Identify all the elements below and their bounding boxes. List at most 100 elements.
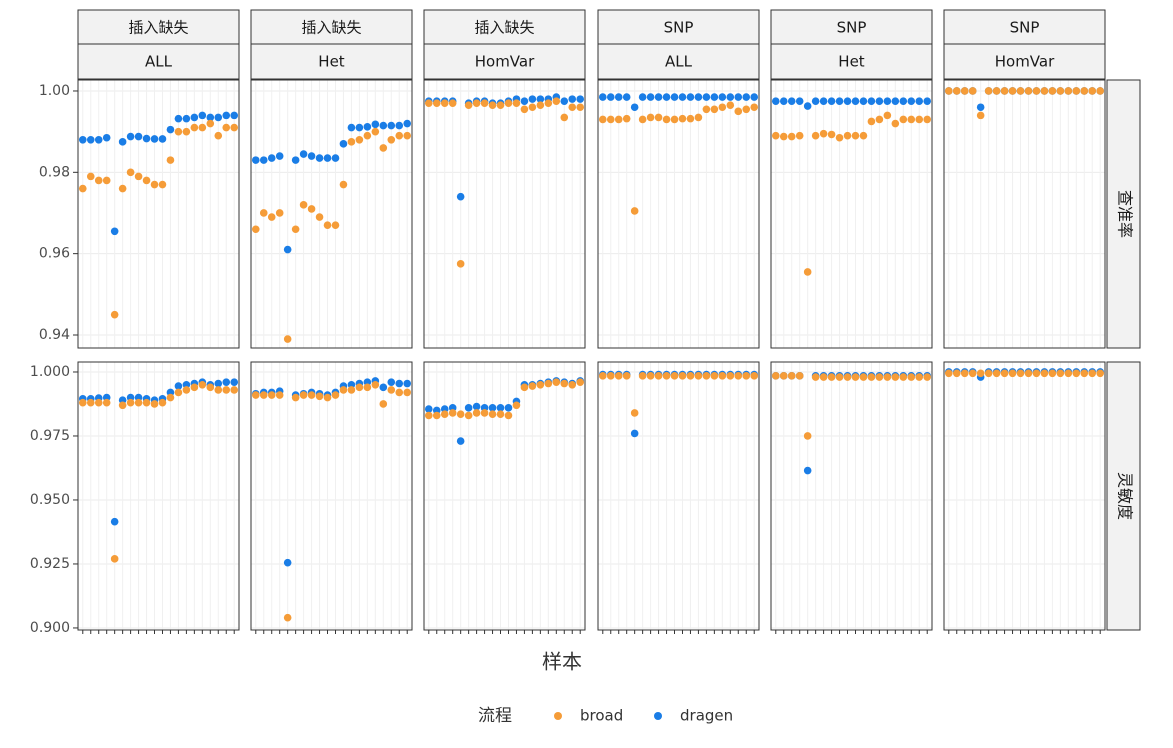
- point: [1008, 369, 1017, 378]
- point: [779, 132, 788, 141]
- point: [331, 154, 340, 162]
- strip: [770, 43, 933, 80]
- point: [803, 466, 812, 475]
- point: [456, 437, 465, 445]
- y-tick-label: 1.00: [39, 83, 70, 99]
- point: [424, 99, 433, 107]
- point: [694, 113, 703, 122]
- point: [488, 101, 497, 110]
- point: [118, 184, 127, 193]
- point: [859, 131, 868, 140]
- point: [488, 404, 497, 412]
- point: [448, 99, 457, 107]
- point: [883, 97, 892, 105]
- point: [126, 398, 135, 407]
- strip-label: 查准率: [1116, 190, 1135, 238]
- strip: [250, 9, 413, 45]
- point: [646, 372, 655, 380]
- strip: [597, 43, 760, 80]
- point: [86, 398, 95, 407]
- point: [771, 97, 780, 105]
- point: [646, 93, 655, 101]
- point: [403, 131, 412, 140]
- point: [944, 87, 953, 95]
- point: [214, 379, 223, 388]
- point: [395, 121, 404, 130]
- point: [1088, 369, 1097, 378]
- point: [363, 131, 372, 140]
- point: [670, 93, 679, 101]
- point: [907, 115, 916, 124]
- point: [984, 369, 993, 378]
- point: [275, 152, 284, 160]
- point: [371, 380, 380, 389]
- point: [606, 372, 615, 380]
- point: [379, 383, 388, 392]
- point: [134, 172, 143, 181]
- point: [78, 184, 87, 193]
- point: [110, 555, 119, 563]
- point: [472, 99, 481, 107]
- legend-marker: [654, 712, 662, 720]
- point: [552, 378, 561, 387]
- point: [440, 99, 449, 107]
- point: [230, 378, 239, 387]
- point: [734, 107, 743, 116]
- strip-label: ALL: [145, 53, 173, 71]
- point: [214, 131, 223, 140]
- point: [1096, 369, 1105, 378]
- point: [552, 97, 561, 105]
- point: [750, 93, 759, 101]
- strip: [1106, 361, 1141, 631]
- point: [952, 87, 961, 95]
- point: [291, 393, 300, 402]
- point: [544, 99, 553, 107]
- point: [787, 132, 796, 141]
- point: [1064, 369, 1073, 378]
- point: [174, 114, 183, 123]
- point: [952, 369, 961, 378]
- point: [1080, 87, 1089, 95]
- point: [630, 429, 639, 438]
- point: [267, 213, 276, 221]
- point: [190, 113, 199, 122]
- point: [520, 97, 529, 105]
- point: [110, 310, 119, 319]
- point: [267, 154, 276, 162]
- point: [654, 93, 663, 101]
- point: [347, 138, 356, 146]
- point: [166, 393, 175, 402]
- point: [472, 402, 481, 411]
- point: [750, 372, 759, 380]
- point: [638, 115, 647, 124]
- point: [536, 101, 545, 110]
- point: [110, 227, 119, 236]
- panel-border: [250, 361, 413, 631]
- point: [347, 123, 356, 132]
- point: [787, 372, 796, 380]
- legend-label: dragen: [680, 707, 733, 725]
- point: [118, 401, 127, 410]
- point: [960, 87, 969, 95]
- point: [198, 123, 207, 132]
- point: [1064, 87, 1073, 95]
- point: [827, 130, 836, 139]
- point: [630, 103, 639, 112]
- point: [379, 400, 388, 408]
- y-tick-label: 0.950: [30, 492, 70, 508]
- point: [787, 97, 796, 105]
- point: [214, 113, 223, 122]
- point: [363, 122, 372, 131]
- point: [875, 373, 884, 381]
- point: [371, 127, 380, 136]
- point: [347, 386, 356, 394]
- point: [1072, 87, 1081, 95]
- point: [496, 404, 505, 412]
- point: [1088, 87, 1097, 95]
- point: [694, 372, 703, 380]
- point: [536, 95, 545, 103]
- panel-border: [770, 361, 933, 631]
- point: [899, 373, 908, 381]
- strip: [1106, 79, 1141, 349]
- point: [598, 93, 607, 101]
